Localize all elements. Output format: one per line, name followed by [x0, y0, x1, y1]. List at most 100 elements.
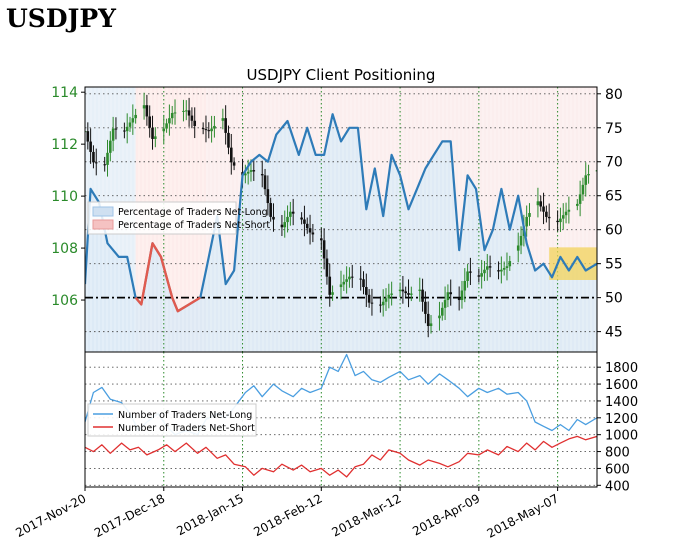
price-candle	[106, 152, 109, 165]
count-axis-tick-label: 400	[605, 479, 630, 494]
price-candle	[497, 270, 500, 272]
price-candle	[440, 307, 444, 316]
price-candle	[289, 211, 292, 217]
price-candle	[272, 216, 275, 220]
top-legend: Percentage of Traders Net-Long Percentage…	[87, 201, 270, 235]
price-candle	[421, 289, 424, 302]
price-candle	[246, 171, 250, 174]
price-candle	[463, 280, 467, 291]
price-candle	[184, 110, 188, 112]
price-candle	[525, 216, 528, 227]
price-candle	[469, 271, 472, 273]
price-candle	[390, 293, 393, 295]
price-candle	[539, 201, 543, 207]
right-axis-tick-label: 50	[605, 291, 623, 307]
price-candle	[232, 162, 236, 166]
price-candle	[542, 206, 545, 212]
page-title: USDJPY	[6, 4, 117, 33]
price-candle	[291, 211, 295, 214]
price-candle	[488, 266, 492, 268]
price-candle	[426, 313, 430, 327]
price-candle	[443, 300, 447, 308]
price-candle	[207, 130, 211, 132]
price-candle	[556, 220, 559, 223]
price-candle	[145, 105, 149, 117]
legend-label: Percentage of Traders Net-Long	[118, 207, 268, 218]
price-candle	[342, 281, 346, 285]
chart-title: USDJPY Client Positioning	[247, 66, 436, 84]
price-candle	[578, 194, 582, 204]
price-candle	[229, 147, 233, 163]
price-candle	[339, 284, 343, 288]
right-axis-tick-label: 45	[605, 325, 623, 341]
price-candle	[187, 110, 191, 116]
count-axis-tick-label: 1200	[605, 412, 638, 427]
price-candle	[359, 278, 362, 280]
right-axis-tick-label: 80	[605, 87, 623, 103]
x-axis-tick-label: 2018-Mar-12	[330, 491, 404, 539]
price-candle	[94, 162, 98, 164]
price-candle	[424, 301, 427, 314]
price-candle	[162, 128, 166, 132]
x-axis-tick-label: 2018-Apr-09	[410, 491, 482, 538]
bottom-legend: Number of Traders Net-Long Number of Trad…	[87, 403, 257, 437]
x-axis-tick-label: 2018-Jan-15	[174, 491, 246, 538]
price-candle	[131, 118, 135, 123]
price-candle	[286, 216, 289, 223]
price-candle	[365, 287, 368, 295]
price-candle	[311, 232, 315, 235]
left-axis-tick-label: 112	[51, 137, 78, 153]
price-candle	[331, 292, 334, 295]
price-candle	[561, 215, 565, 219]
price-candle	[398, 289, 402, 291]
price-candle	[263, 175, 267, 190]
price-candle	[244, 173, 247, 176]
price-candle	[182, 110, 185, 112]
price-candle	[280, 224, 284, 228]
price-candle	[227, 132, 230, 148]
price-candle	[201, 128, 205, 130]
price-candle	[545, 211, 548, 217]
price-candle	[348, 276, 351, 280]
price-candle	[125, 126, 129, 132]
price-candle	[249, 170, 253, 172]
price-candle	[193, 120, 197, 126]
price-candle	[320, 238, 323, 241]
count-axis-tick-label: 1800	[605, 361, 638, 376]
legend-label: Number of Traders Net-Short	[118, 423, 255, 434]
price-candle	[123, 130, 126, 132]
price-candle	[170, 112, 174, 119]
price-candle	[519, 235, 523, 246]
right-axis-tick-label: 75	[605, 121, 623, 137]
count-axis-tick-label: 1000	[605, 429, 638, 444]
price-candle	[508, 261, 512, 267]
price-candle	[477, 275, 481, 277]
count-axis-tick-label: 800	[605, 446, 630, 461]
price-candle	[224, 118, 227, 133]
price-candle	[252, 170, 256, 172]
price-candle	[581, 184, 585, 195]
top-panel-plot	[85, 87, 597, 352]
price-candle	[109, 140, 112, 153]
right-axis-tick-label: 65	[605, 189, 623, 205]
price-candle	[114, 128, 118, 130]
legend-label: Percentage of Traders Net-Short	[118, 220, 270, 231]
count-axis-tick-label: 600	[605, 462, 630, 477]
price-candle	[528, 213, 531, 217]
price-candle	[328, 276, 332, 295]
x-axis-tick-label: 2018-Feb-12	[251, 491, 324, 539]
net-short-count-line	[85, 435, 597, 478]
price-candle	[168, 118, 171, 124]
price-candle	[221, 118, 225, 121]
price-candle	[300, 217, 303, 220]
price-candle	[266, 189, 270, 204]
price-candle	[460, 290, 464, 301]
x-axis-tick-label: 2018-May-07	[485, 491, 561, 540]
price-candle	[480, 273, 483, 277]
price-candle	[308, 228, 312, 233]
count-axis-tick-label: 1600	[605, 378, 638, 393]
price-candle	[381, 301, 385, 306]
right-axis-tick-label: 55	[605, 257, 623, 273]
price-candle	[429, 323, 433, 327]
price-candle	[325, 258, 329, 277]
